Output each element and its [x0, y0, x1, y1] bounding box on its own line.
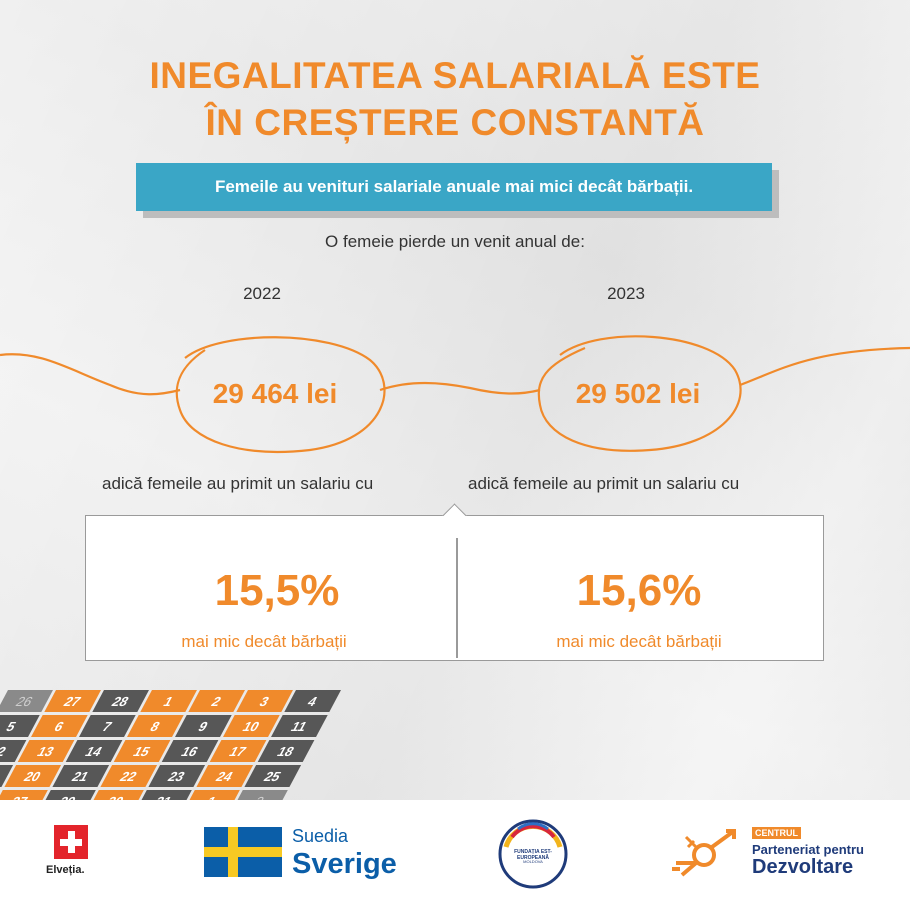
calendar-day: 22	[100, 765, 158, 787]
percent-caption-2023: mai mic decât bărbații	[556, 632, 722, 651]
swiss-label: Elveția.	[46, 864, 85, 876]
calendar-day: 24	[196, 765, 254, 787]
calendar-day: 16	[161, 740, 219, 762]
wave-line-with-circles	[0, 335, 910, 453]
sweden-label-1: Suedia	[292, 826, 349, 846]
footer	[0, 800, 910, 918]
circle-2022	[175, 336, 386, 453]
fest-sub: MOLDOVA	[523, 859, 543, 864]
calendar-day: 25	[244, 765, 302, 787]
calendar-day: 2	[188, 690, 245, 712]
calendar-day: 7	[79, 715, 136, 737]
calendar-row: 12 13 14 15 16 17 18	[0, 740, 317, 762]
percent-2023: 15,6%	[576, 566, 702, 615]
cpd-tag: CENTRUL	[752, 827, 801, 839]
headline-banner: Femeile au venituri salariale anuale mai…	[136, 163, 772, 211]
calendar-day: 14	[65, 740, 123, 762]
year-label-2022: 2022	[243, 284, 281, 303]
calendar-day: 9	[175, 715, 232, 737]
calendar-day: 21	[52, 765, 110, 787]
title-line-1: INEGALITATEA SALARIALĂ ESTE	[149, 55, 761, 96]
calendar-day: 13	[17, 740, 75, 762]
percent-2022: 15,5%	[214, 566, 340, 615]
calendar-day: 23	[148, 765, 206, 787]
swiss-flag-icon	[54, 825, 88, 859]
calendar-day: 28	[92, 690, 149, 712]
calendar-day: 10	[223, 715, 280, 737]
calendar-day: 27	[44, 690, 101, 712]
amount-2022: 29 464 lei	[212, 378, 338, 409]
calendar-day: 17	[209, 740, 267, 762]
caption-2023: adică femeile au primit un salariu cu	[468, 474, 740, 493]
box-notch-mask	[440, 516, 470, 528]
subtitle: O femeie pierde un venit anual de:	[325, 232, 585, 251]
calendar-day: 20	[4, 765, 62, 787]
amount-2023: 29 502 lei	[575, 378, 701, 409]
caption-2022: adică femeile au primit un salariu cu	[102, 474, 374, 493]
calendar-day: 1	[140, 690, 197, 712]
percent-caption-2022: mai mic decât bărbații	[181, 632, 347, 651]
fest-logo-icon	[498, 819, 568, 889]
calendar-day: 8	[127, 715, 184, 737]
calendar-day: 4	[284, 690, 341, 712]
calendar-row: 5 6 7 8 9 10 11	[0, 715, 331, 737]
wave-line	[0, 346, 910, 396]
box-divider	[456, 538, 458, 658]
circle-2023	[537, 335, 742, 452]
cpd-logo-icon	[672, 829, 736, 877]
calendar-day: 6	[31, 715, 88, 737]
page-title: INEGALITATEA SALARIALĂ ESTE ÎN CREȘTERE …	[0, 52, 910, 146]
sweden-label-2: Sverige	[292, 848, 397, 880]
year-label-2023: 2023	[607, 284, 645, 303]
calendar-day: 18	[257, 740, 315, 762]
title-line-2: ÎN CREȘTERE CONSTANTĂ	[205, 102, 705, 143]
cpd-name-line-2: Dezvoltare	[752, 856, 854, 878]
fest-name: FUNDAȚIA EST-EUROPEANĂ	[514, 849, 552, 861]
sweden-flag-icon	[204, 827, 282, 877]
calendar-day: 15	[113, 740, 171, 762]
calendar-day: 3	[236, 690, 293, 712]
cpd-name-line-1: Parteneriat pentru	[752, 842, 864, 857]
calendar-day: 11	[271, 715, 328, 737]
calendar-row: 19202122232425	[0, 765, 304, 787]
calendar-row: 26 27 28 1 2 3 4	[0, 690, 344, 712]
